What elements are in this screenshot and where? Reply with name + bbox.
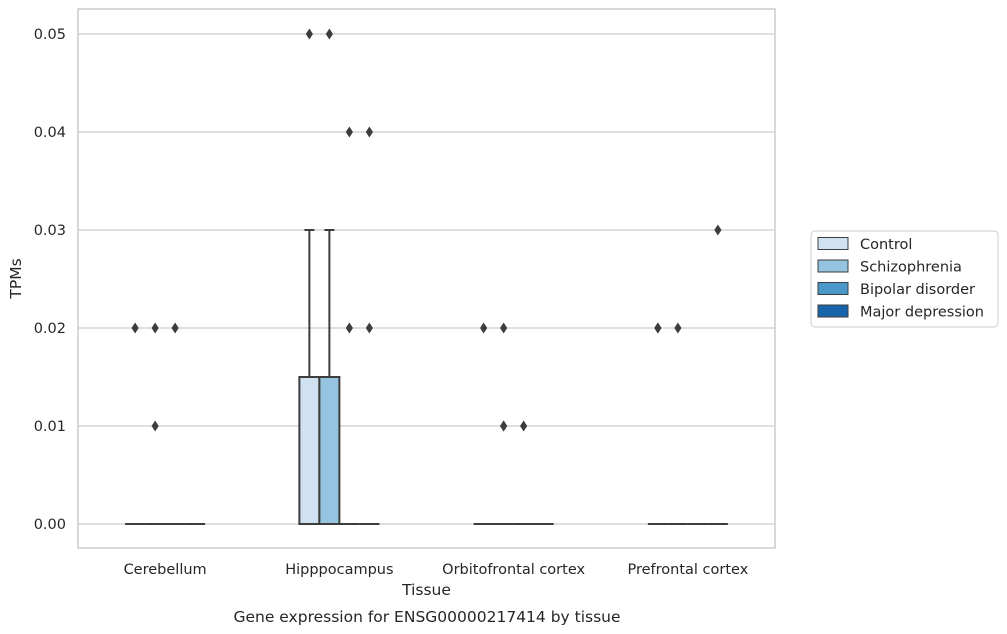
outlier-point <box>654 322 662 334</box>
chart-caption: Gene expression for ENSG00000217414 by t… <box>233 608 620 626</box>
y-ticks: 0.00 0.01 0.02 0.03 0.04 0.05 <box>34 27 66 533</box>
outlier-point <box>480 322 488 334</box>
outliers <box>131 28 722 432</box>
box-control <box>298 229 321 525</box>
outlier-point <box>325 28 333 40</box>
legend-swatch <box>817 282 849 295</box>
outlier-point <box>171 322 179 334</box>
y-axis-label: TPMs <box>7 258 25 299</box>
box-body <box>318 376 341 525</box>
y-tick-label: 0.04 <box>34 125 66 141</box>
outlier-point <box>345 322 353 334</box>
legend-label: Bipolar disorder <box>860 282 975 298</box>
outlier-point <box>365 126 373 138</box>
boxes <box>125 229 728 525</box>
legend-label: Major depression <box>860 305 984 321</box>
legend-frame <box>810 230 999 328</box>
y-tick-label: 0.03 <box>34 223 66 239</box>
outlier-point <box>500 420 508 432</box>
x-axis-label: Tissue <box>401 581 451 599</box>
y-tick-label: 0.01 <box>34 419 66 435</box>
outlier-point <box>305 28 313 40</box>
outlier-point <box>151 322 159 334</box>
box-body <box>298 376 321 525</box>
plot-frame <box>77 8 776 549</box>
outlier-point <box>714 224 722 236</box>
legend-swatch <box>817 237 849 250</box>
legend-swatch <box>817 259 849 273</box>
y-tick-label: 0.02 <box>34 321 66 337</box>
x-tick-label: Hipppocampus <box>285 562 393 578</box>
outlier-point <box>500 322 508 334</box>
x-ticks: Cerebellum Hipppocampus Orbitofrontal cort… <box>124 562 749 578</box>
gridlines <box>78 33 775 525</box>
legend-label: Control <box>860 237 912 253</box>
outlier-point <box>345 126 353 138</box>
outlier-point <box>151 420 159 432</box>
legend-swatch <box>817 304 849 318</box>
outlier-point <box>131 322 139 334</box>
y-tick-label: 0.05 <box>34 27 66 43</box>
y-tick-label: 0.00 <box>34 517 66 533</box>
box-schizophrenia <box>318 229 341 525</box>
x-tick-label: Prefrontal cortex <box>627 562 748 578</box>
legend-label: Schizophrenia <box>860 260 962 276</box>
legend: Control Schizophrenia Bipolar disorder Majo… <box>810 230 999 328</box>
outlier-point <box>674 322 682 334</box>
outlier-point <box>520 420 528 432</box>
x-tick-label: Orbitofrontal cortex <box>442 562 585 578</box>
x-tick-label: Cerebellum <box>124 562 207 578</box>
outlier-point <box>365 322 373 334</box>
